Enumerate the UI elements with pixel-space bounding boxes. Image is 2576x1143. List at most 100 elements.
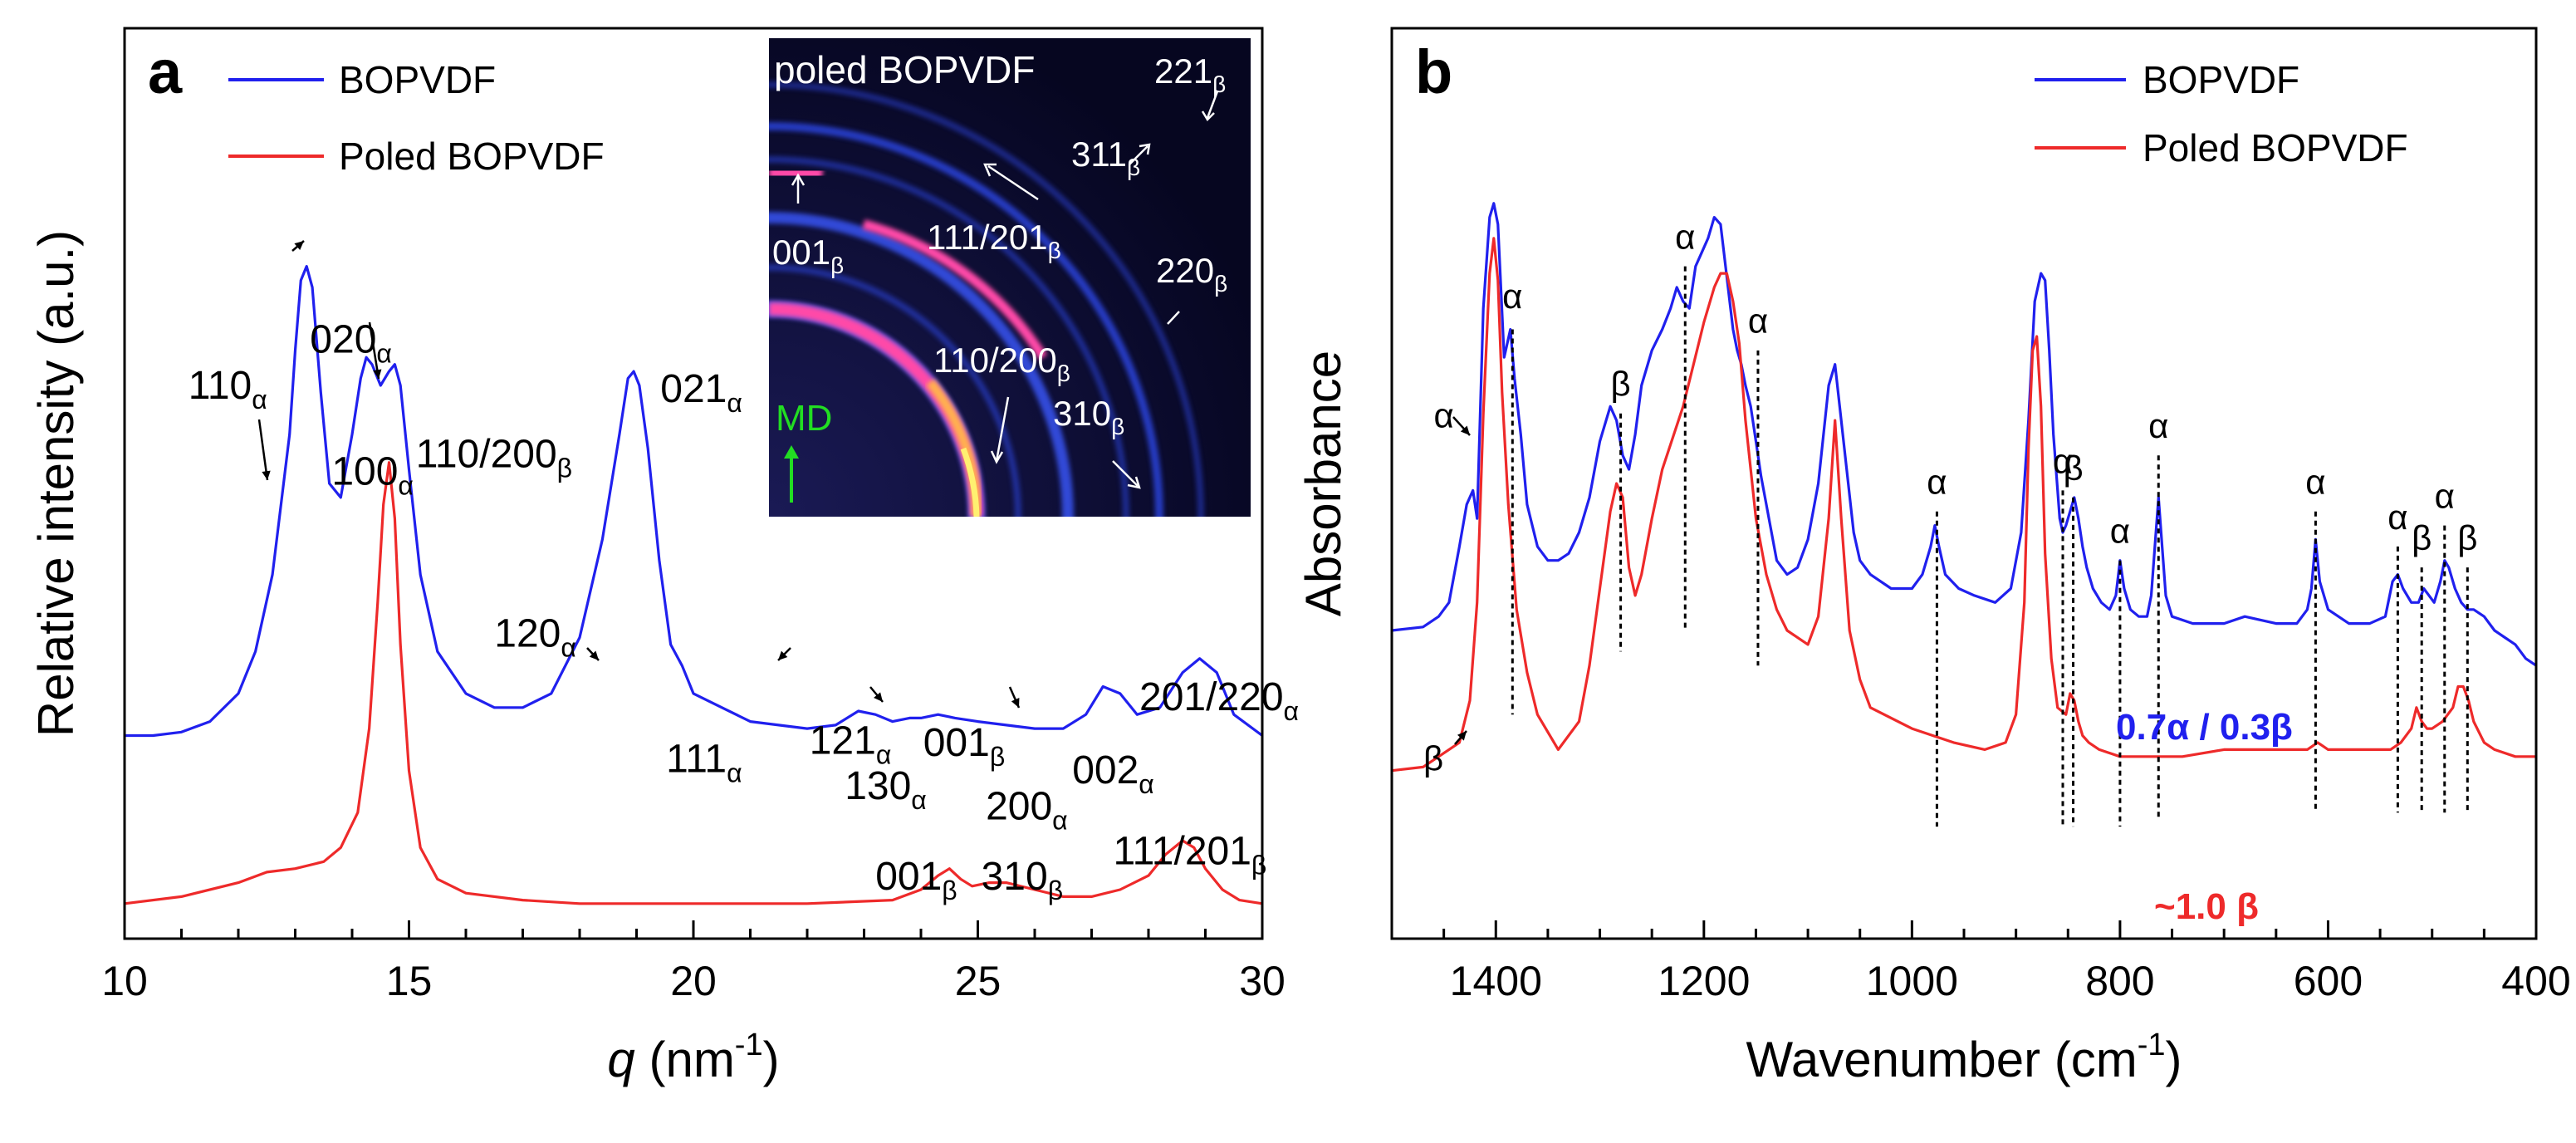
band-marker-label: β xyxy=(2457,518,2477,557)
panel-b-ticks xyxy=(1390,920,2538,939)
panel-a-axes-frame xyxy=(123,27,1264,940)
x-tick-label: 400 xyxy=(2501,958,2570,1004)
panel-a-x-axis-label: q (nm-1) xyxy=(607,1028,779,1087)
panel-a-series xyxy=(124,265,1263,905)
annotation-arrowhead xyxy=(1011,698,1020,708)
arrowhead-310 xyxy=(1127,476,1141,489)
annotation-arrowhead xyxy=(373,369,382,379)
peak-label: 201/220α xyxy=(1139,675,1299,726)
peak-label: 002α xyxy=(1072,748,1154,799)
arrow-310 xyxy=(1112,460,1139,487)
ring-110-200-yellow-arc xyxy=(960,447,980,517)
inset-arrows xyxy=(791,91,1219,489)
peak-label: 001β xyxy=(923,721,1006,772)
annotation-arrowhead xyxy=(874,692,883,702)
beta-fraction-label-bopvdf: 0.7α / 0.3β xyxy=(2116,707,2293,748)
peak-label: 110α xyxy=(189,364,267,415)
peak-label: 021α xyxy=(660,367,742,418)
arrowhead-221 xyxy=(1201,110,1215,122)
x-tick-label: 25 xyxy=(955,958,1002,1004)
arrowhead-001 xyxy=(791,173,806,186)
x-tick-label: 1000 xyxy=(1866,958,1958,1004)
peak-label: 130α xyxy=(845,764,927,815)
arrow-311 xyxy=(1129,145,1148,165)
inset-md-label: MD xyxy=(776,398,832,439)
inset-ring-label: 311β xyxy=(1071,135,1140,180)
band-marker-label: β xyxy=(1423,739,1443,778)
series-line-bopvdf xyxy=(1391,202,2537,667)
peak-label: 111/201β xyxy=(1114,830,1267,881)
x-tick-label: 20 xyxy=(670,958,717,1004)
panel-a: a 10 15 20 25 30 q (nm-1) Relative intensity… xyxy=(28,27,1299,1087)
x-tick-label: 1400 xyxy=(1450,958,1542,1004)
legend-label-poled-bopvdf: Poled BOPVDF xyxy=(339,135,605,178)
band-marker-label: α xyxy=(1748,302,1768,341)
x-tick-label: 1200 xyxy=(1658,958,1750,1004)
band-marker-label: α xyxy=(2110,512,2130,551)
x-tick-label: 30 xyxy=(1239,958,1286,1004)
x-tick-label: 10 xyxy=(101,958,148,1004)
annotation-arrow xyxy=(368,321,380,380)
annotation-arrowhead xyxy=(589,650,599,660)
panel-a-ticks xyxy=(123,920,1264,939)
annotation-arrowhead xyxy=(778,650,788,660)
arrow-220 xyxy=(1167,311,1180,325)
x-tick-label: 800 xyxy=(2085,958,2154,1004)
inset-ring-label: 221β xyxy=(1154,52,1226,97)
peak-label: 121α xyxy=(810,719,892,769)
series-line-poled-bopvdf xyxy=(124,461,1263,905)
x-tick-label: 15 xyxy=(386,958,433,1004)
arrow-110-200 xyxy=(995,396,1010,462)
band-marker-label: α xyxy=(1502,277,1522,316)
panel-b-letter: b xyxy=(1415,37,1452,106)
inset-diffraction-rings xyxy=(769,81,1204,517)
panel-a-legend: BOPVDF Poled BOPVDF xyxy=(228,58,605,178)
panel-b-series xyxy=(1391,202,2537,773)
band-marker-label: α xyxy=(2305,463,2325,502)
band-marker-label: α xyxy=(1433,396,1453,435)
series-line-bopvdf xyxy=(125,265,1263,738)
band-marker-label: α xyxy=(2387,498,2407,537)
panel-b-x-axis-label: Wavenumber (cm-1) xyxy=(1746,1028,2182,1087)
arrow-111-201 xyxy=(987,164,1039,201)
inset-ring-label: 220β xyxy=(1156,251,1227,297)
panel-b-tick-labels: 1400 1200 1000 800 600 400 xyxy=(1450,958,2571,1004)
inset-md-indicator: MD xyxy=(776,398,832,503)
panel-a-peak-annotations: 020α110α100α110/200β021α120α111α121α130α… xyxy=(189,240,1299,905)
arrowhead-111-201 xyxy=(983,163,997,177)
band-marker-label: β xyxy=(1611,365,1631,404)
band-marker-label: β xyxy=(2063,449,2083,488)
band-marker-label: α xyxy=(1927,463,1947,502)
band-marker-label: α xyxy=(2435,477,2455,516)
legend-label-bopvdf: BOPVDF xyxy=(339,58,496,101)
inset-ring-label: 110/200β xyxy=(933,341,1070,386)
inset-ring-label: 310β xyxy=(1053,394,1124,439)
legend-label-poled-bopvdf: Poled BOPVDF xyxy=(2143,126,2408,169)
beta-fraction-label-poled: ~1.0 β xyxy=(2154,886,2259,927)
peak-label: 020α xyxy=(310,317,392,368)
panel-a-letter: a xyxy=(148,37,183,106)
band-marker-label: α xyxy=(1675,218,1695,257)
arrowhead-311 xyxy=(1139,143,1151,155)
panel-b-legend: BOPVDF Poled BOPVDF xyxy=(2035,58,2408,169)
peak-label: 200α xyxy=(986,785,1068,836)
peak-label: 310β xyxy=(982,855,1064,905)
band-marker-label: α xyxy=(2148,406,2168,445)
annotation-arrowhead xyxy=(294,241,304,250)
legend-label-bopvdf: BOPVDF xyxy=(2143,58,2299,101)
inset-ring-label: 111/201β xyxy=(927,218,1061,263)
ring-111-201-hot-arc xyxy=(862,219,1048,361)
arrowhead-110-200 xyxy=(990,450,1004,464)
peak-label: 111α xyxy=(666,737,742,787)
band-marker-label: β xyxy=(2412,518,2432,557)
peak-label: 120α xyxy=(494,611,576,662)
peak-label: 100α xyxy=(331,450,414,501)
md-arrowhead xyxy=(784,445,799,459)
annotation-arrow xyxy=(257,419,269,481)
waxd-inset-image: poled BOPVDF 221β 311β 001β 111/201β 220β 110… xyxy=(769,38,1251,517)
band-marker-arrowhead xyxy=(1457,731,1467,741)
peak-label: 110/200β xyxy=(416,433,572,483)
